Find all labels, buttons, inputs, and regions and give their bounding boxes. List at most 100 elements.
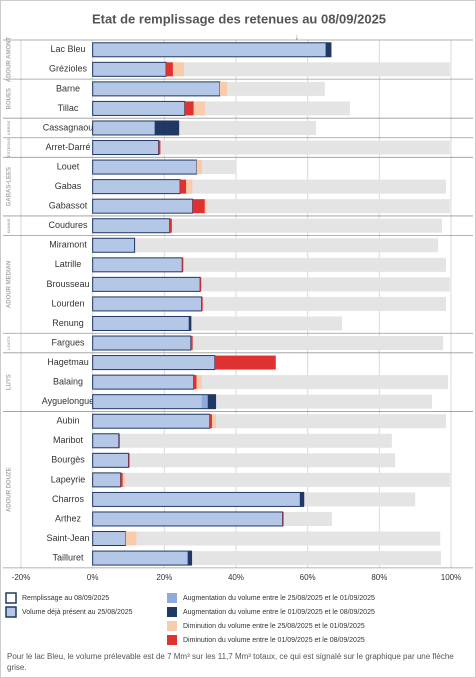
decrease-segment: [182, 257, 184, 272]
legend-swatch: [5, 606, 17, 618]
footnote: Pour le lac Bleu, le volume prélevable e…: [7, 652, 454, 672]
decrease-segment: [184, 101, 194, 116]
decrease-segment: [128, 453, 130, 468]
fill-segment: [92, 179, 181, 194]
category-label: Saint-Jean: [46, 533, 89, 543]
fill-segment: [154, 120, 179, 135]
category-label: Balaing: [53, 377, 83, 387]
fill-outline: [92, 120, 180, 136]
category-label: Lapeyrie: [51, 474, 86, 484]
decrease-segment: [204, 199, 207, 214]
fill-segment: [92, 120, 155, 135]
category-label: Gabassot: [49, 201, 88, 211]
fill-segment: [92, 277, 201, 292]
legend-swatch: [167, 593, 177, 603]
capacity-bar: [92, 218, 443, 233]
fill-segment: [92, 316, 189, 331]
fill-segment: [92, 414, 210, 429]
fill-segment: [92, 199, 193, 214]
fill-segment: [325, 42, 331, 57]
decrease-segment: [118, 433, 120, 448]
group-label: BAHUS: [6, 218, 11, 233]
legend-label: Diminution du volume entre le 01/09/2025…: [183, 637, 365, 644]
decrease-segment: [180, 179, 187, 194]
decrease-segment: [282, 511, 284, 526]
chart: Etat de remplissage des retenues au 08/0…: [3, 11, 473, 645]
category-label: Charros: [52, 494, 85, 504]
category-label: Arret-Darré: [45, 142, 90, 152]
fill-outline: [92, 42, 332, 58]
group-label: ADOUR MEDIAN: [7, 261, 13, 308]
fill-segment: [92, 101, 185, 116]
fill-segment: [92, 433, 119, 448]
group-label: ADOUR AMONT: [7, 37, 13, 83]
category-label: Louet: [57, 161, 80, 171]
category-label: Arthez: [55, 513, 82, 523]
fill-outline: [92, 315, 192, 331]
decrease-segment: [120, 472, 123, 487]
category-label: Hagetmau: [47, 357, 89, 367]
decrease-segment: [214, 355, 276, 370]
fill-segment: [92, 394, 202, 409]
capacity-bar: [92, 238, 439, 253]
legend-swatch: [5, 592, 17, 604]
fill-segment: [92, 336, 191, 351]
fill-segment: [92, 42, 326, 57]
x-tick-label: -20%: [12, 573, 31, 582]
decrease-segment: [158, 140, 161, 155]
fill-segment: [92, 453, 129, 468]
decrease-segment: [200, 277, 202, 292]
fill-outline: [92, 491, 305, 507]
category-label: Tailluret: [52, 552, 84, 562]
fill-segment: [188, 316, 191, 331]
decrease-segment: [209, 414, 212, 429]
fill-segment: [92, 492, 300, 507]
category-label: Lourden: [51, 298, 84, 308]
chart-title: Etat de remplissage des retenues au 08/0…: [92, 11, 386, 26]
fill-segment: [92, 257, 183, 272]
category-label: Fargues: [51, 337, 85, 347]
fill-segment: [201, 394, 208, 409]
capacity-bar: [92, 531, 441, 546]
legend-swatch: [167, 621, 177, 631]
capacity-bar: [92, 140, 450, 155]
fill-outline: [92, 276, 201, 292]
decrease-segment: [190, 336, 193, 351]
category-label: Miramont: [49, 240, 87, 250]
decrease-segment: [196, 160, 202, 175]
fill-segment: [92, 238, 135, 253]
group-label: ADOUR DOUZE: [7, 467, 13, 512]
group-label: LOUTS: [6, 336, 11, 350]
legend-label: Diminution du volume entre le 25/08/2025…: [183, 623, 365, 630]
decrease-segment: [193, 375, 197, 390]
x-tick-label: 40%: [228, 573, 244, 582]
category-label: Renung: [52, 318, 84, 328]
group-label: BOUES: [7, 88, 13, 109]
fill-segment: [299, 492, 304, 507]
fill-outline: [92, 394, 217, 410]
x-tick-label: 80%: [371, 573, 387, 582]
group-label: ESTEOUS: [6, 138, 11, 157]
legend-label: Volume déjà présent au 25/08/2025: [22, 609, 133, 616]
group-label: LUYS: [7, 374, 13, 390]
fill-segment: [92, 160, 197, 175]
fill-segment: [92, 355, 215, 370]
x-tick-label: 20%: [156, 573, 172, 582]
fill-segment: [92, 551, 188, 566]
fill-segment: [92, 140, 159, 155]
fill-outline: [92, 237, 136, 253]
fill-segment: [92, 296, 202, 311]
category-label: Lac Bleu: [50, 44, 85, 54]
decrease-segment: [196, 375, 202, 390]
x-tick-label: 60%: [300, 573, 316, 582]
category-label: Brousseau: [46, 279, 89, 289]
category-label: Gabas: [55, 181, 82, 191]
category-label: Barne: [56, 83, 80, 93]
category-label: Latrille: [55, 259, 82, 269]
category-label: Grézioles: [49, 64, 88, 74]
group-label: GABAS-LEES: [7, 167, 13, 206]
legend-label: Augmentation du volume entre le 01/09/20…: [183, 609, 375, 616]
annotation-arrow: ↓: [295, 31, 300, 41]
decrease-segment: [201, 296, 203, 311]
